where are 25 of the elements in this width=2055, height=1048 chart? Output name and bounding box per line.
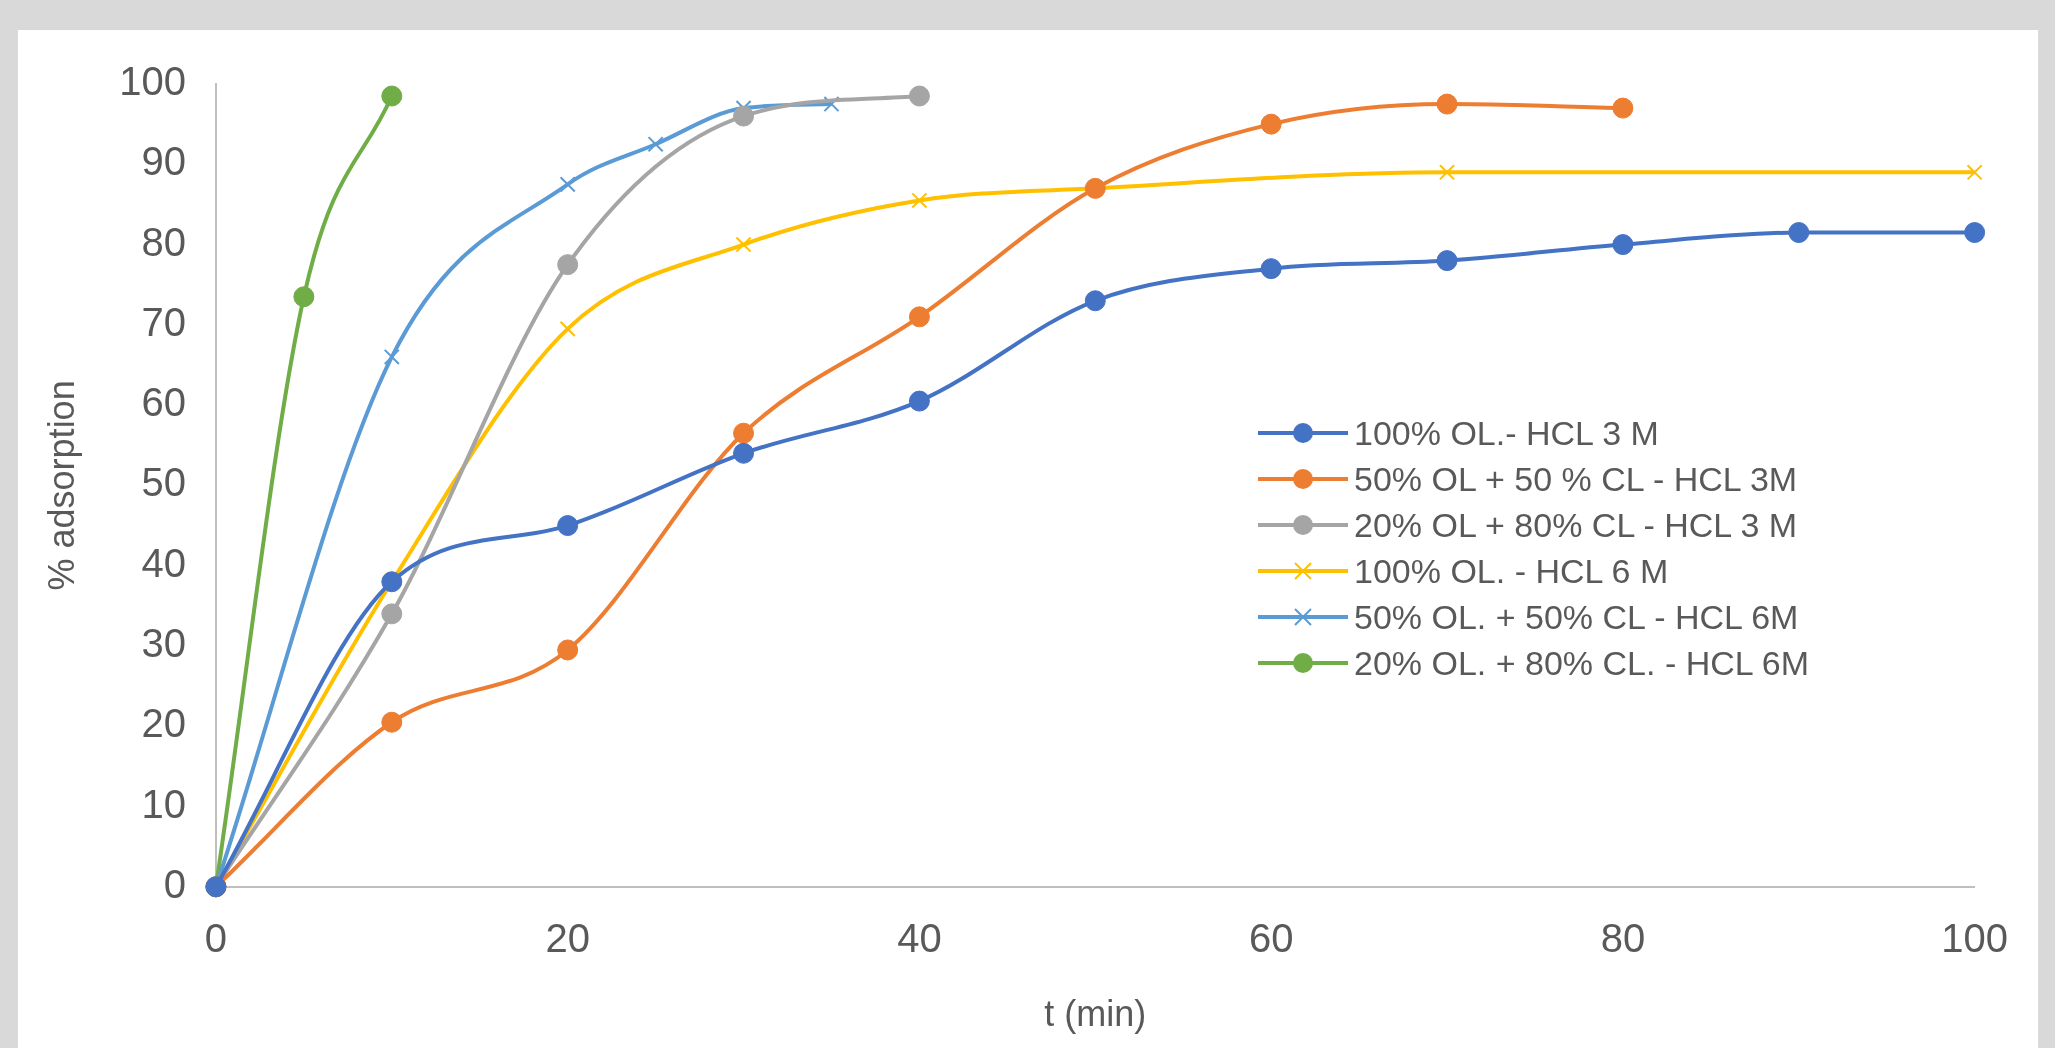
y-tick-label: 30 [141, 620, 186, 665]
x-tick-label: 60 [1248, 915, 1294, 960]
y-tick-label: 0 [163, 861, 186, 906]
legend-label: 100% OL. - HCL 6 M [1354, 551, 1669, 592]
x-tick-label: 20 [545, 915, 590, 960]
x-axis-title: t (min) [1044, 993, 1147, 1035]
y-axis-title: % adsorption [40, 380, 82, 591]
x-tick-label: 0 [204, 915, 228, 960]
x-tick-label: 80 [1600, 915, 1646, 960]
x-tick-label: 40 [897, 915, 942, 960]
legend-label: 50% OL + 50 % CL - HCL 3M [1354, 459, 1798, 500]
legend-label: 100% OL.- HCL 3 M [1354, 413, 1659, 454]
x-tick-label: 100 [1941, 915, 2009, 960]
legend-label: 50% OL. + 50% CL - HCL 6M [1354, 597, 1799, 638]
y-tick-label: 60 [141, 380, 186, 425]
y-tick-label: 40 [141, 540, 186, 585]
y-tick-label: 10 [141, 781, 186, 826]
y-tick-label: 80 [141, 219, 186, 264]
y-tick-label: 50 [141, 460, 186, 505]
y-tick-label: 70 [141, 299, 186, 344]
y-tick-label: 90 [141, 139, 186, 184]
y-tick-label: 100 [119, 59, 186, 104]
legend-label: 20% OL + 80% CL - HCL 3 M [1354, 505, 1798, 546]
y-tick-label: 20 [141, 701, 186, 746]
legend-label: 20% OL. + 80% CL. - HCL 6M [1354, 643, 1810, 684]
